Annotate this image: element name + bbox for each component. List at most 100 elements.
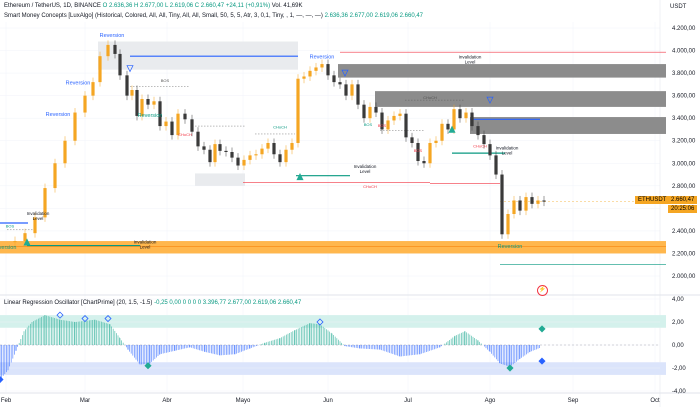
- candle-body: [43, 188, 47, 218]
- bos-label: BOS: [6, 224, 15, 229]
- candle-body: [458, 109, 462, 119]
- upper-band: [0, 315, 666, 328]
- symbol-legend: Ethereum / TetherUS, 1D, BINANCE O 2.636…: [4, 3, 302, 9]
- time-tick-label: Feb: [1, 398, 12, 404]
- level-label: Level: [502, 151, 513, 156]
- choch-label: CHoCH: [273, 124, 287, 129]
- oscillator-title: Linear Regression Oscillator [ChartPrime…: [4, 300, 153, 306]
- candle-body: [98, 56, 102, 83]
- candle-body: [242, 159, 246, 166]
- triangle-down-icon: [126, 65, 134, 73]
- candle-body: [236, 157, 240, 166]
- osc-tick-label: -4,00: [672, 389, 686, 395]
- demand-zone-light: [195, 173, 245, 186]
- candle-body: [350, 84, 354, 96]
- volume-value: Vol. 41,69K: [271, 3, 303, 9]
- candle-body: [464, 112, 468, 119]
- candle-body: [482, 135, 486, 145]
- level-label: Level: [33, 216, 44, 221]
- ohlc-values: O 2.636,36 H 2.677,00 L 2.619,06 C 2.660…: [102, 3, 271, 9]
- bos-label: BOS: [414, 148, 423, 153]
- invalidation-label: Invalidation: [354, 164, 377, 169]
- candle-body: [302, 76, 306, 79]
- candle-body: [536, 200, 540, 204]
- alert-icon[interactable]: ⚡: [537, 285, 548, 296]
- choch-label: CHoCH: [363, 184, 377, 189]
- candle-body: [308, 70, 312, 77]
- time-tick-label: Oct: [650, 398, 660, 404]
- triangle-up-icon: [448, 125, 456, 133]
- candle-body: [542, 200, 546, 202]
- candle-body: [63, 140, 67, 164]
- candle-body: [254, 154, 258, 156]
- osc-diamond-icon: [538, 357, 546, 365]
- candle-body: [230, 152, 234, 158]
- oscillator-legend: Linear Regression Oscillator [ChartPrime…: [4, 300, 301, 306]
- reversion-label: Reversion: [66, 80, 91, 86]
- price-tick-label: 3.600,00: [672, 94, 696, 100]
- candle-body: [183, 113, 187, 120]
- candle-body: [53, 163, 57, 189]
- candle-body: [248, 155, 252, 160]
- lower-band: [0, 362, 666, 375]
- price-tick-label: 3.000,00: [672, 161, 696, 167]
- price-tick-label: 4.000,00: [672, 49, 696, 55]
- indicator-legend: Smart Money Concepts [LuxAlgo] (Historic…: [4, 13, 423, 19]
- osc-diamond-icon: [316, 318, 324, 326]
- symbol-title: Ethereum / TetherUS, 1D, BINANCE: [4, 3, 101, 9]
- candle-body: [488, 144, 492, 156]
- time-tick-label: Mar: [80, 398, 90, 404]
- order-block-1: [338, 64, 666, 78]
- bos-label: BOS: [364, 122, 373, 127]
- candle-body: [446, 123, 450, 130]
- candle-body: [290, 142, 294, 150]
- candle-body: [135, 90, 139, 116]
- candle-body: [213, 144, 217, 163]
- candle-body: [208, 149, 212, 163]
- candle-body: [332, 75, 336, 83]
- price-tick-label: 3.200,00: [672, 139, 696, 145]
- osc-tick-label: 0,00: [672, 343, 684, 349]
- indicator-title: Smart Money Concepts [LuxAlgo] (Historic…: [4, 13, 323, 19]
- candle-body: [284, 149, 288, 163]
- candle-body: [368, 106, 372, 119]
- candle-body: [176, 113, 180, 136]
- triangle-up-icon: [296, 173, 304, 181]
- time-tick-label: Jul: [404, 398, 412, 404]
- candle-body: [506, 214, 510, 235]
- price-tick-label: 3.800,00: [672, 71, 696, 77]
- candle-body: [73, 112, 77, 141]
- candle-body: [13, 241, 17, 243]
- candle-body: [314, 67, 318, 71]
- osc-tick-label: -2,00: [672, 366, 686, 372]
- candle-body: [416, 142, 420, 162]
- level-label: Level: [360, 169, 371, 174]
- candle-body: [440, 123, 444, 141]
- candle-body: [130, 90, 134, 96]
- candle-body: [125, 75, 129, 96]
- candle-body: [33, 217, 37, 234]
- osc-tick-label: 4,00: [672, 297, 684, 303]
- candle-body: [260, 148, 264, 155]
- candle-body: [398, 113, 402, 116]
- candle-body: [518, 200, 522, 211]
- candle-body: [512, 200, 516, 214]
- choch-label: CHoCH: [178, 132, 192, 137]
- candle-body: [410, 137, 414, 143]
- candle-body: [500, 174, 504, 235]
- candle-body: [202, 146, 206, 150]
- candle-body: [476, 126, 480, 136]
- symbol-price-tag: ETHUSDT: [635, 196, 670, 204]
- price-tick-label: 2.200,00: [672, 251, 696, 257]
- level-label: Level: [140, 244, 151, 249]
- candle-body: [470, 112, 474, 127]
- candle-body: [272, 142, 276, 155]
- candle-body: [374, 106, 378, 113]
- time-tick-label: Ago: [485, 398, 496, 404]
- candle-body: [83, 95, 87, 113]
- triangle-down-icon: [486, 96, 494, 104]
- oscillator-values: -0,25 0,00 0 0 0 0 3.396,77 2.677,00 2.6…: [154, 300, 302, 306]
- time-tick-label: Sep: [568, 398, 579, 404]
- candle-body: [422, 161, 426, 164]
